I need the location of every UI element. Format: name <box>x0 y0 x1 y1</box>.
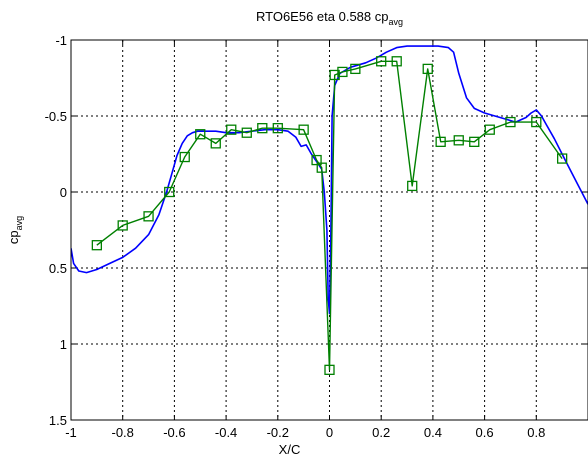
data-point <box>226 124 237 135</box>
chart-title-sub: avg <box>389 17 404 27</box>
data-point <box>435 136 446 147</box>
data-point <box>531 116 542 128</box>
data-point <box>422 63 433 75</box>
ticks <box>70 39 587 421</box>
data-point <box>311 154 322 166</box>
chart-title-main: RTO6E56 eta 0.588 cp <box>256 9 389 24</box>
y-tick-label: 0.5 <box>49 261 67 276</box>
data-point <box>376 56 387 67</box>
y-tick-label: 1 <box>60 337 67 352</box>
x-tick-label: -0.6 <box>163 425 185 440</box>
x-tick-label: -1 <box>65 425 77 440</box>
data-point <box>272 123 283 134</box>
data-point <box>391 56 402 67</box>
data-point <box>469 136 480 147</box>
data-point <box>484 124 495 135</box>
data-point <box>453 135 464 146</box>
chart-title: RTO6E56 eta 0.588 cpavg <box>256 9 403 27</box>
x-tick-label: 0.8 <box>527 425 545 440</box>
data-point <box>407 180 418 192</box>
y-axis-label-main: cp <box>6 230 21 244</box>
y-tick-label: 0 <box>60 185 67 200</box>
data-point <box>298 124 309 135</box>
data-point <box>505 116 516 128</box>
data-point <box>241 127 252 138</box>
data-point <box>324 364 335 375</box>
y-tick-label: -0.5 <box>45 109 67 124</box>
data-point <box>350 63 361 75</box>
x-tick-label: -0.8 <box>111 425 133 440</box>
y-axis-label: cpavg <box>6 216 24 244</box>
y-tick-label: -1 <box>55 33 67 48</box>
y-axis-label-sub: avg <box>14 216 24 231</box>
data-point <box>143 211 154 222</box>
data-point <box>210 138 221 149</box>
data-point <box>117 220 128 231</box>
data-point <box>195 129 206 140</box>
x-tick-label: 0 <box>326 425 333 440</box>
data-point <box>179 151 190 163</box>
data-point <box>337 66 348 78</box>
data-point <box>257 123 268 134</box>
series-line-1 <box>96 60 563 371</box>
series-line-0 <box>71 45 588 315</box>
x-tick-label: 0.6 <box>476 425 494 440</box>
y-tick-label: 1.5 <box>49 413 67 428</box>
x-tick-label: 0.2 <box>372 425 390 440</box>
data-point <box>557 153 568 164</box>
tick-labels: -1 -0.8 -0.6 -0.4 -0.2 0 0.2 0.4 0.6 0.8 -1 -0.5 0 0.… <box>45 33 546 440</box>
data-point <box>91 240 102 251</box>
x-axis-label: X/C <box>279 442 301 457</box>
data-point <box>164 186 175 198</box>
x-tick-label: -0.2 <box>267 425 289 440</box>
series-layer <box>71 45 588 375</box>
x-tick-label: -0.4 <box>215 425 237 440</box>
data-point <box>316 162 327 173</box>
x-tick-label: 0.4 <box>424 425 442 440</box>
data-point <box>329 69 340 81</box>
